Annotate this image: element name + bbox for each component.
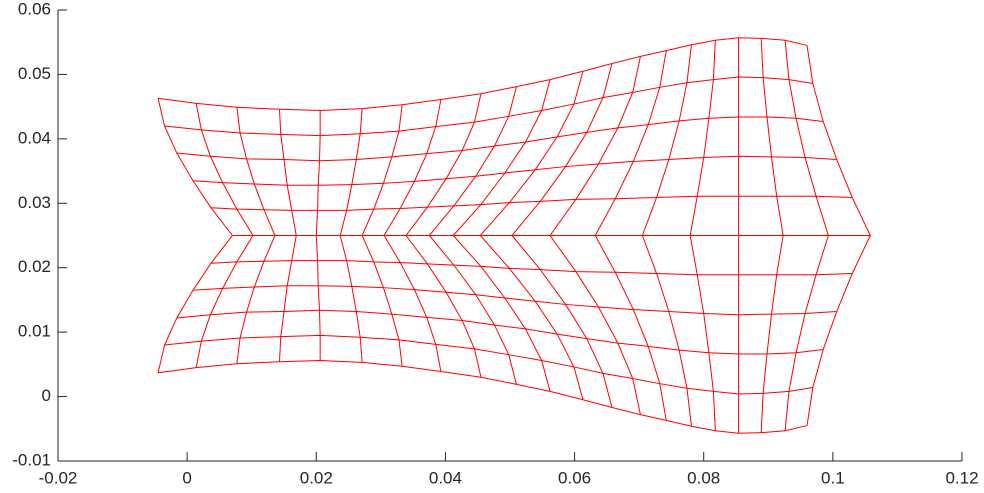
mesh-column-line (383, 99, 442, 372)
mesh-column-line (479, 71, 584, 400)
x-tick-label: 0.06 (558, 468, 591, 487)
mesh-row-line (211, 260, 853, 276)
mesh-column-line (760, 38, 784, 433)
mesh-row-line (158, 359, 808, 434)
mesh-row-line (176, 116, 824, 162)
x-tick-label: 0.08 (687, 468, 720, 487)
mesh-column-line (339, 108, 363, 363)
y-tick-label: 0.03 (18, 193, 51, 212)
y-tick-label: 0.05 (18, 64, 51, 83)
mesh-column-line (361, 104, 403, 367)
mesh-row-line (176, 309, 824, 355)
x-tick-label: 0 (182, 468, 191, 487)
mesh-column-line (157, 98, 233, 373)
mesh-row-line (192, 155, 837, 186)
mesh-column-line (784, 40, 829, 431)
x-tick-label: 0.1 (821, 468, 845, 487)
x-tick-label: 0.02 (300, 468, 333, 487)
mesh-column-line (428, 86, 517, 385)
y-tick-label: -0.01 (12, 450, 51, 469)
x-tick-label: 0.04 (429, 468, 462, 487)
mesh-column-line (315, 110, 321, 361)
x-tick-label: 0.12 (945, 468, 978, 487)
y-tick-label: 0.02 (18, 257, 51, 276)
mesh-row-line (164, 76, 813, 137)
mesh-row-line (211, 195, 853, 211)
x-tick-label: -0.02 (39, 468, 78, 487)
mesh-column-line (236, 107, 276, 364)
mesh-column-line (405, 93, 482, 378)
mesh-column-line (549, 56, 641, 415)
y-tick-label: 0.01 (18, 322, 51, 341)
mesh-column-line (806, 45, 871, 426)
mesh-column-line (511, 63, 613, 408)
y-tick-label: 0.06 (18, 0, 51, 18)
mesh-column-line (594, 50, 667, 421)
mesh-column-line (452, 79, 551, 392)
mesh-row-line (164, 334, 813, 395)
mesh-column-line (278, 109, 297, 362)
y-tick-label: 0.04 (18, 128, 51, 147)
mesh-column-line (641, 44, 692, 427)
mesh-column-line (195, 103, 254, 368)
mesh-row-line (158, 37, 808, 112)
mesh-row-line (192, 285, 837, 316)
y-tick-label: 0 (42, 386, 51, 405)
mesh-column-line (689, 40, 716, 431)
